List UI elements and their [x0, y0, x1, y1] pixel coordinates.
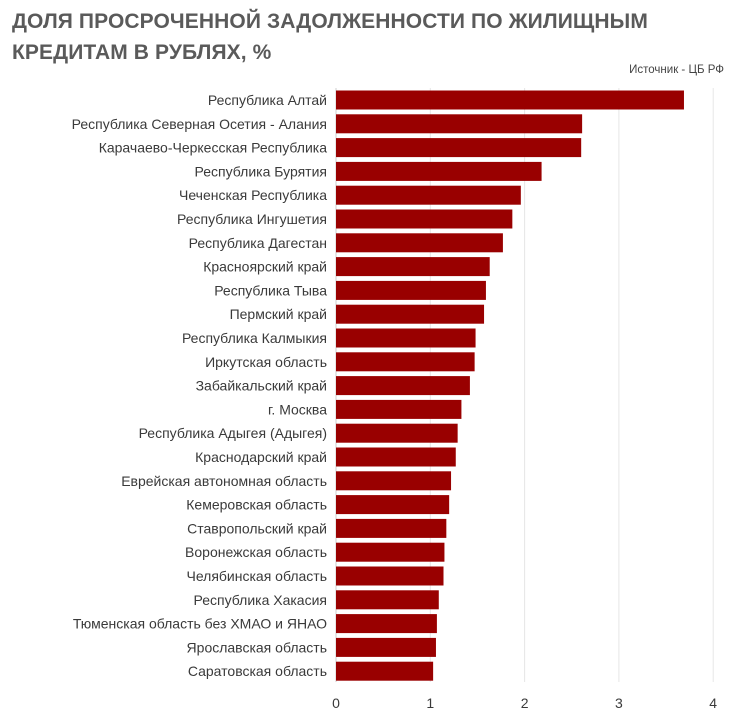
bar — [336, 328, 476, 348]
bars — [336, 90, 684, 681]
x-tick-labels: 0 1 2 3 4 — [332, 695, 717, 711]
bar — [336, 471, 452, 491]
bar — [336, 447, 456, 467]
bar — [336, 399, 462, 419]
bar — [336, 304, 485, 324]
bar — [336, 542, 445, 562]
category-label: Республика Северная Осетия - Алания — [72, 116, 327, 132]
category-label: Ярославская область — [187, 639, 327, 655]
category-label: Пермский край — [230, 306, 327, 322]
bar — [336, 114, 583, 134]
category-label: Краснодарский край — [195, 449, 327, 465]
category-label: Республика Ингушетия — [177, 211, 327, 227]
category-label: Забайкальский край — [196, 378, 327, 394]
category-label: Карачаево-Черкесская Республика — [99, 140, 328, 156]
x-tick-label: 3 — [615, 695, 623, 711]
category-label: Воронежская область — [185, 544, 327, 560]
category-label: Республика Адыгея (Адыгея) — [139, 425, 327, 441]
category-label: Саратовская область — [188, 663, 327, 679]
bar — [336, 209, 513, 229]
x-tick-label: 0 — [332, 695, 340, 711]
category-label: Республика Алтай — [208, 92, 327, 108]
bar — [336, 376, 470, 396]
bar — [336, 590, 439, 610]
bar — [336, 90, 684, 110]
bar — [336, 352, 475, 372]
bar — [336, 566, 444, 586]
bar — [336, 614, 437, 634]
category-label: Челябинская область — [187, 568, 328, 584]
bar — [336, 423, 458, 443]
category-label: Республика Хакасия — [194, 592, 327, 608]
bar — [336, 280, 486, 300]
chart-title: ДОЛЯ ПРОСРОЧЕННОЙ ЗАДОЛЖЕННОСТИ ПО ЖИЛИЩ… — [12, 10, 648, 64]
bar — [336, 233, 503, 253]
category-label: Республика Калмыкия — [182, 330, 327, 346]
x-tick-label: 4 — [709, 695, 717, 711]
bar — [336, 661, 434, 681]
x-tick-label: 2 — [521, 695, 529, 711]
bar — [336, 495, 450, 515]
bar — [336, 161, 542, 181]
source-note: Источник - ЦБ РФ — [629, 64, 724, 76]
category-label: Тюменская область без ХМАО и ЯНАО — [73, 616, 327, 632]
bar — [336, 138, 582, 158]
category-label: Красноярский край — [203, 259, 327, 275]
category-label: Республика Тыва — [214, 282, 327, 298]
category-label: Еврейская автономная область — [121, 473, 327, 489]
category-label: Ставропольский край — [187, 520, 327, 536]
category-label: Иркутская область — [205, 354, 327, 370]
category-label: Чеченская Республика — [179, 187, 327, 203]
bar — [336, 185, 521, 205]
category-label: г. Москва — [268, 401, 327, 417]
bar — [336, 518, 447, 538]
x-tick-label: 1 — [426, 695, 434, 711]
bar — [336, 257, 490, 277]
category-label: Республика Дагестан — [189, 235, 327, 251]
category-label: Республика Бурятия — [195, 163, 327, 179]
bar — [336, 637, 436, 657]
category-label: Кемеровская область — [186, 497, 327, 513]
category-labels: Республика Алтай Республика Северная Осет… — [72, 92, 328, 679]
